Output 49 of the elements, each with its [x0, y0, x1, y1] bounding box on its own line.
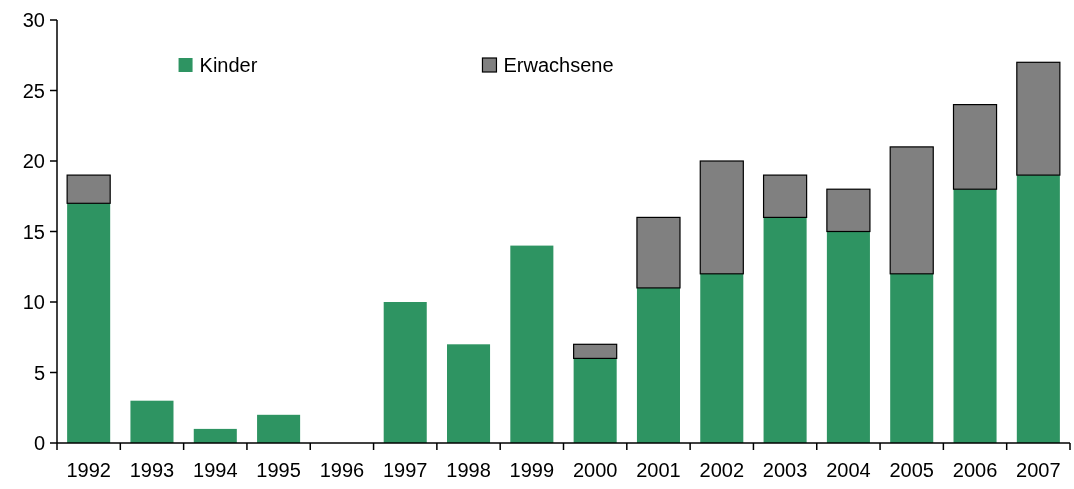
- bar: [889, 146, 934, 275]
- bar: [130, 400, 174, 443]
- x-tick-label: 1996: [319, 459, 365, 481]
- x-tick-label: 2004: [826, 459, 871, 481]
- x-tick-label: 1997: [382, 459, 428, 481]
- bar: [573, 358, 617, 443]
- x-tick-label: 1998: [446, 459, 491, 481]
- x-tick-label: 2000: [572, 459, 618, 481]
- x-tick-label: 2001: [636, 459, 681, 481]
- bar: [890, 273, 934, 443]
- bar: [1016, 61, 1061, 176]
- bar: [447, 344, 491, 443]
- bar: [66, 174, 111, 204]
- bar: [510, 245, 554, 443]
- x-tick-label: 2006: [952, 459, 998, 481]
- bar: [700, 273, 744, 443]
- bar: [636, 287, 680, 443]
- y-tick-label: 20: [22, 150, 45, 172]
- bar: [1016, 175, 1060, 443]
- bar: [762, 174, 808, 218]
- bar: [952, 104, 998, 190]
- legend-label: Erwachsene: [503, 54, 614, 76]
- x-tick-label: 1992: [66, 459, 111, 481]
- y-tick-label: 10: [22, 291, 45, 313]
- bar: [383, 302, 427, 443]
- y-tick-label: 5: [33, 361, 45, 384]
- bar: [257, 414, 301, 443]
- y-tick-label: 0: [33, 432, 45, 454]
- bar: [763, 217, 807, 443]
- x-tick-label: 2005: [889, 459, 934, 481]
- bar: [826, 188, 871, 233]
- x-tick-label: 2003: [762, 459, 808, 481]
- bar: [636, 216, 681, 289]
- bar: [193, 428, 237, 443]
- bar: [67, 203, 111, 443]
- y-tick-label: 15: [22, 220, 45, 243]
- x-tick-label: 2002: [699, 459, 745, 481]
- x-tick-label: 1995: [256, 459, 301, 481]
- x-tick-label: 1994: [193, 459, 238, 481]
- bar: [826, 231, 870, 443]
- x-tick-label: 1993: [129, 459, 175, 481]
- y-tick-label: 25: [22, 79, 45, 102]
- bar: [573, 343, 618, 359]
- y-tick-label: 30: [22, 9, 45, 31]
- bar: [699, 160, 744, 275]
- x-tick-label: 2007: [1016, 459, 1061, 481]
- x-tick-label: 1999: [509, 459, 555, 481]
- legend-label: Kinder: [199, 54, 258, 76]
- bar: [953, 189, 997, 443]
